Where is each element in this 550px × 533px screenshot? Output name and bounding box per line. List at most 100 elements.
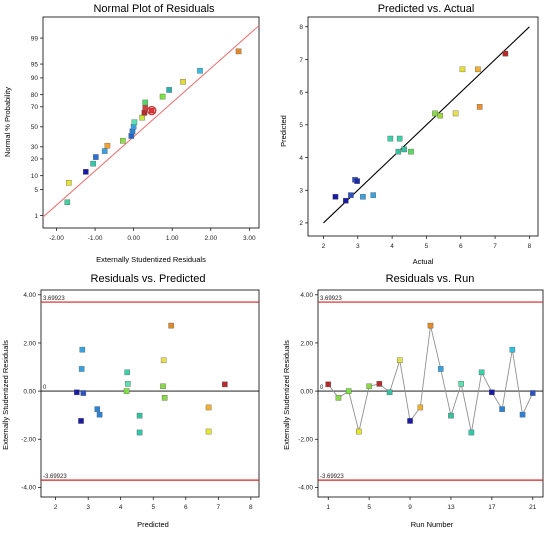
plot-frame	[307, 16, 539, 237]
limit-label: 0	[320, 385, 324, 391]
y-tick-label: 7	[299, 57, 303, 64]
series-line	[327, 325, 534, 433]
data-point	[93, 154, 99, 160]
data-point	[142, 105, 148, 111]
y-tick-label: 4	[299, 155, 303, 162]
x-tick-label: 4	[119, 504, 123, 511]
x-axis-label: Predicted	[137, 520, 169, 529]
y-tick-label: -2.00	[21, 437, 36, 444]
data-point	[94, 406, 101, 412]
data-point	[519, 411, 526, 418]
data-point	[502, 50, 509, 57]
y-tick-label: -4.00	[21, 485, 36, 492]
data-point	[354, 178, 360, 184]
y-tick-label: 1	[34, 213, 38, 220]
y-tick-label: 2.00	[300, 340, 313, 347]
y-tick-label: 8	[299, 24, 303, 31]
x-axis-label: Externally Studentized Residuals	[96, 255, 206, 264]
data-point	[66, 180, 72, 186]
x-tick-label: 8	[528, 243, 532, 250]
data-point	[78, 366, 85, 372]
data-point	[452, 110, 459, 117]
reference-line	[323, 26, 530, 224]
data-point	[101, 148, 108, 154]
x-tick-label: 6	[459, 243, 463, 250]
data-point	[348, 192, 354, 198]
data-point	[325, 381, 332, 388]
y-tick-label: 2	[299, 220, 303, 227]
x-tick-label: 7	[493, 243, 497, 250]
y-tick-label: 0.00	[23, 388, 36, 395]
plot-frame	[317, 289, 544, 498]
y-tick-label: 0.00	[300, 388, 313, 395]
data-point	[141, 110, 148, 116]
y-tick-label: 95	[31, 61, 39, 68]
data-point	[64, 199, 71, 206]
data-point	[160, 383, 166, 390]
x-tick-label: 3	[356, 243, 360, 250]
data-point	[124, 369, 130, 376]
data-point	[407, 418, 413, 424]
data-point	[345, 388, 352, 394]
y-axis-label: Predicted	[279, 115, 288, 147]
data-point	[83, 169, 89, 175]
y-tick-label: 70	[31, 104, 39, 111]
data-point	[136, 412, 143, 419]
chart-title: Predicted vs. Actual	[378, 3, 475, 15]
limit-label: 3.69923	[320, 296, 342, 302]
chart-title: Residuals vs. Predicted	[91, 273, 206, 285]
x-tick-label: 5	[367, 504, 371, 511]
chart-title: Residuals vs. Run	[386, 273, 475, 285]
plot-frame	[40, 289, 260, 498]
y-tick-label: 50	[31, 124, 39, 131]
x-axis-label: Run Number	[411, 520, 454, 529]
x-tick-label: 2	[322, 243, 326, 250]
x-tick-label: 4	[390, 243, 394, 250]
data-point	[396, 135, 403, 142]
y-tick-label: 99	[31, 35, 39, 42]
data-point	[80, 390, 87, 396]
data-point	[222, 381, 228, 388]
data-point	[142, 99, 148, 106]
data-point	[205, 428, 212, 435]
data-point	[437, 112, 443, 119]
data-point	[120, 138, 126, 144]
y-tick-label: 6	[299, 89, 303, 96]
data-point	[123, 388, 130, 394]
x-tick-label: 5	[151, 504, 155, 511]
data-point	[130, 124, 137, 130]
data-point	[180, 79, 186, 85]
y-tick-label: 80	[31, 92, 39, 99]
panel-residuals-vs-predicted: Residuals vs. Predicted 2 3 4 5 6 7 8 -4.00 -2.0…	[1, 273, 260, 529]
y-tick-label: 4.00	[300, 292, 313, 299]
y-tick-label: 5	[299, 122, 303, 129]
data-point	[161, 395, 168, 401]
y-axis-label: Normal % Probability	[3, 87, 12, 157]
data-point	[139, 114, 145, 121]
data-point	[478, 369, 485, 376]
x-tick-label: 13	[447, 504, 455, 511]
data-point	[131, 119, 138, 125]
panel-normal-plot: Normal Plot of Residuals -2.00 -1.00 0.00 1…	[3, 3, 260, 264]
data-point	[432, 110, 438, 117]
panel-residuals-vs-run: Residuals vs. Run 1 5 9 13 17 21 -4.00 -2.00 0.0…	[282, 273, 544, 529]
data-point	[387, 135, 394, 142]
data-point	[386, 389, 393, 396]
x-tick-label: 6	[184, 504, 188, 511]
y-tick-label: 30	[31, 144, 39, 151]
data-point	[125, 381, 131, 387]
x-tick-label: 21	[529, 504, 537, 511]
y-tick-label: 90	[31, 75, 39, 82]
data-point	[529, 390, 536, 396]
data-point	[437, 366, 444, 372]
data-point	[448, 412, 454, 419]
data-point	[79, 346, 86, 353]
y-tick-label: 2.00	[23, 340, 36, 347]
data-point	[395, 148, 402, 155]
y-tick-label: 3	[299, 188, 303, 195]
data-point	[90, 160, 96, 167]
data-point	[370, 192, 376, 198]
y-tick-label: -2.00	[298, 437, 313, 444]
y-tick-label: 4.00	[23, 292, 36, 299]
